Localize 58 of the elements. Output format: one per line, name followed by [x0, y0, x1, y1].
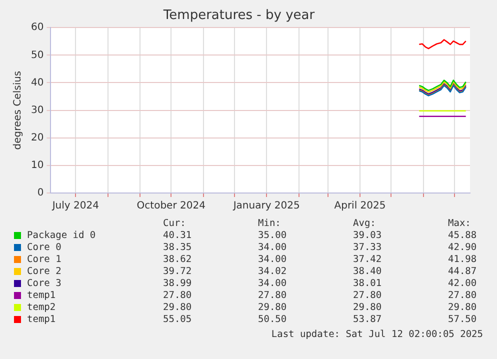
text: 55.05	[163, 314, 193, 326]
x-tick-label: April 2025	[334, 200, 386, 212]
legend-label: temp1	[27, 290, 57, 302]
text: 29.80	[163, 302, 193, 314]
legend-label: Package id 0	[27, 230, 97, 242]
y-tick-label: 40	[30, 77, 44, 88]
text: Max:	[448, 218, 471, 230]
text: 38.62	[163, 254, 193, 266]
text: 44.87	[448, 266, 477, 278]
text: 39.72	[163, 266, 193, 278]
legend-label: temp1	[27, 314, 57, 326]
text: 29.80	[353, 302, 383, 314]
text: 34.00	[258, 278, 288, 290]
text: Cur:	[163, 218, 187, 230]
y-tick-label: 30	[30, 104, 44, 116]
legend-label: Core 0	[27, 242, 62, 254]
text: 27.80	[353, 290, 383, 302]
x-tick-label: January 2025	[232, 200, 300, 212]
y-tick-label: 10	[30, 160, 44, 172]
text: 57.50	[448, 314, 477, 326]
y-tick-label: 60	[30, 22, 44, 34]
text: 50.50	[258, 314, 288, 326]
y-axis-title: degrees Celsius	[12, 70, 24, 150]
text: 38.01	[353, 278, 383, 290]
text: 34.00	[258, 254, 288, 266]
text: 39.03	[353, 230, 383, 242]
text: 40.31	[163, 230, 193, 242]
text: 34.02	[258, 266, 288, 278]
legend-label: Core 3	[27, 278, 62, 290]
text: 29.80	[448, 302, 477, 314]
text: Min:	[258, 218, 282, 230]
text: 35.00	[258, 230, 288, 242]
text: 27.80	[163, 290, 193, 302]
text: 27.80	[448, 290, 477, 302]
chart-title: Temperatures - by year	[162, 8, 316, 24]
legend-label: Core 2	[27, 266, 62, 278]
text: 42.00	[448, 278, 477, 290]
text: 34.00	[258, 242, 288, 254]
text: 38.35	[163, 242, 193, 254]
text: 42.90	[448, 242, 477, 254]
legend-label: temp2	[27, 302, 57, 314]
text: 27.80	[258, 290, 288, 302]
legend-label: Core 1	[27, 254, 62, 266]
text: 41.98	[448, 254, 477, 266]
text: 38.99	[163, 278, 193, 290]
text: 53.87	[353, 314, 383, 326]
y-tick-label: 50	[30, 50, 44, 61]
y-tick-label: 0	[37, 188, 44, 199]
x-tick-label: July 2024	[51, 200, 99, 212]
text: 37.33	[353, 242, 383, 254]
y-tick-label: 20	[30, 132, 44, 144]
x-tick-label: October 2024	[136, 200, 206, 212]
text: 37.42	[353, 254, 383, 266]
text: Last update: Sat Jul 12 02:00:05 2025	[271, 329, 483, 340]
text: 38.40	[353, 266, 383, 278]
text: 29.80	[258, 302, 288, 314]
text: Avg:	[353, 218, 377, 230]
text: 45.88	[448, 230, 477, 242]
